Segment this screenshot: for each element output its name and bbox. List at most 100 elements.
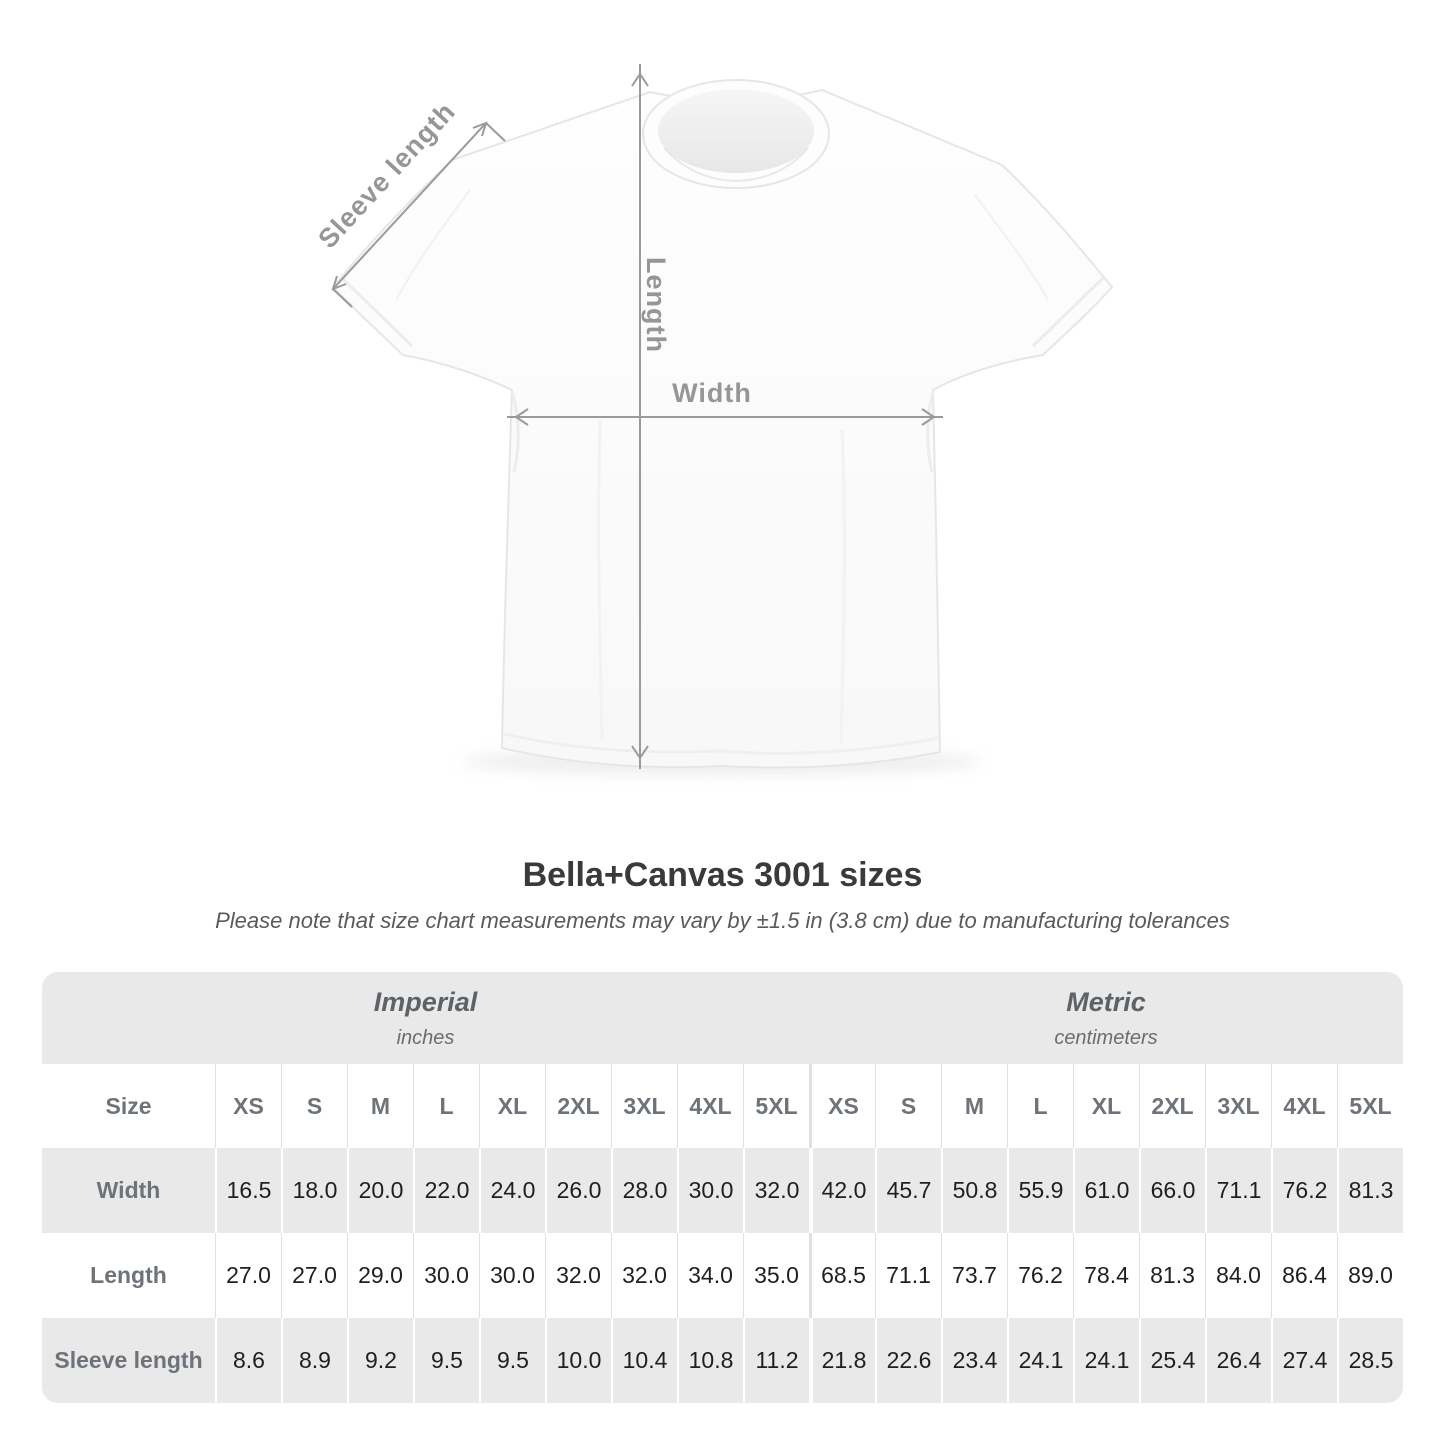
size-header-cell: M xyxy=(941,1064,1007,1148)
table-cell: 22.0 xyxy=(413,1148,479,1233)
tshirt-seams xyxy=(340,189,1105,755)
size-header-cell: 3XL xyxy=(611,1064,677,1148)
table-cell: 27.0 xyxy=(215,1233,281,1318)
table-cell: 25.4 xyxy=(1139,1318,1205,1403)
size-header-cell: M xyxy=(347,1064,413,1148)
size-header-cell: 4XL xyxy=(677,1064,743,1148)
table-cell: 28.5 xyxy=(1337,1318,1403,1403)
size-chart-table: Imperial inches Metric centimeters Size … xyxy=(42,972,1403,1403)
table-cell: 32.0 xyxy=(545,1233,611,1318)
metric-label: Metric xyxy=(1066,986,1146,1017)
table-cell: 28.0 xyxy=(611,1148,677,1233)
table-cell: 89.0 xyxy=(1337,1233,1403,1318)
size-header-cell: 2XL xyxy=(1139,1064,1205,1148)
size-column-header: Size xyxy=(42,1064,215,1148)
table-cell: 24.1 xyxy=(1007,1318,1073,1403)
table-row-sleeve-length: Sleeve length 8.6 8.9 9.2 9.5 9.5 10.0 1… xyxy=(42,1318,1403,1403)
table-cell: 76.2 xyxy=(1007,1233,1073,1318)
table-cell: 84.0 xyxy=(1205,1233,1271,1318)
table-cell: 9.5 xyxy=(479,1318,545,1403)
table-cell: 20.0 xyxy=(347,1148,413,1233)
table-cell: 50.8 xyxy=(941,1148,1007,1233)
tshirt-body xyxy=(332,89,1113,769)
page-title: Bella+Canvas 3001 sizes xyxy=(522,856,923,894)
table-cell: 9.5 xyxy=(413,1318,479,1403)
table-cell: 32.0 xyxy=(611,1233,677,1318)
imperial-unit-label: inches xyxy=(396,1026,455,1049)
size-header-cell: 5XL xyxy=(743,1064,809,1148)
table-cell: 30.0 xyxy=(479,1233,545,1318)
table-cell: 24.0 xyxy=(479,1148,545,1233)
table-cell: 10.4 xyxy=(611,1318,677,1403)
table-cell: 66.0 xyxy=(1139,1148,1205,1233)
row-label: Length xyxy=(42,1233,215,1318)
table-cell: 24.1 xyxy=(1073,1318,1139,1403)
imperial-label: Imperial xyxy=(373,986,478,1017)
table-cell: 61.0 xyxy=(1073,1148,1139,1233)
width-arrow xyxy=(507,408,943,426)
table-cell: 32.0 xyxy=(743,1148,809,1233)
table-cell: 8.6 xyxy=(215,1318,281,1403)
size-header-cell: S xyxy=(875,1064,941,1148)
size-header-cell: 2XL xyxy=(545,1064,611,1148)
tshirt-illustration: Width Length Sleeve length xyxy=(312,64,1113,775)
table-cell: 34.0 xyxy=(677,1233,743,1318)
size-header-cell: S xyxy=(281,1064,347,1148)
table-row-width: Width 16.5 18.0 20.0 22.0 24.0 26.0 28.0… xyxy=(42,1148,1403,1233)
row-label: Sleeve length xyxy=(42,1318,215,1403)
table-cell: 42.0 xyxy=(809,1148,875,1233)
table-cell: 76.2 xyxy=(1271,1148,1337,1233)
table-cell: 18.0 xyxy=(281,1148,347,1233)
tolerance-note: Please note that size chart measurements… xyxy=(215,908,1230,933)
table-cell: 8.9 xyxy=(281,1318,347,1403)
width-label: Width xyxy=(672,378,752,408)
table-cell: 81.3 xyxy=(1139,1233,1205,1318)
table-cell: 86.4 xyxy=(1271,1233,1337,1318)
size-header-row: Size XS S M L XL 2XL 3XL 4XL 5XL XS S M … xyxy=(42,1064,1403,1148)
length-label: Length xyxy=(641,257,671,353)
table-cell: 11.2 xyxy=(743,1318,809,1403)
table-cell: 81.3 xyxy=(1337,1148,1403,1233)
size-header-cell: XL xyxy=(1073,1064,1139,1148)
tshirt-collar xyxy=(642,79,830,189)
table-cell: 10.8 xyxy=(677,1318,743,1403)
size-header-cell: XS xyxy=(215,1064,281,1148)
table-cell: 26.4 xyxy=(1205,1318,1271,1403)
table-cell: 55.9 xyxy=(1007,1148,1073,1233)
table-cell: 71.1 xyxy=(1205,1148,1271,1233)
table-cell: 27.4 xyxy=(1271,1318,1337,1403)
size-header-cell: L xyxy=(1007,1064,1073,1148)
size-header-cell: 5XL xyxy=(1337,1064,1403,1148)
table-cell: 71.1 xyxy=(875,1233,941,1318)
size-header-cell: 3XL xyxy=(1205,1064,1271,1148)
row-label: Width xyxy=(42,1148,215,1233)
table-cell: 29.0 xyxy=(347,1233,413,1318)
size-header-cell: 4XL xyxy=(1271,1064,1337,1148)
metric-group-header: Metric centimeters xyxy=(809,972,1403,1064)
table-cell: 45.7 xyxy=(875,1148,941,1233)
size-header-cell: L xyxy=(413,1064,479,1148)
table-cell: 26.0 xyxy=(545,1148,611,1233)
table-cell: 23.4 xyxy=(941,1318,1007,1403)
unit-group-row: Imperial inches Metric centimeters xyxy=(42,972,1403,1064)
size-header-cell: XS xyxy=(809,1064,875,1148)
table-cell: 9.2 xyxy=(347,1318,413,1403)
size-diagram: Width Length Sleeve length xyxy=(312,64,1113,775)
table-cell: 73.7 xyxy=(941,1233,1007,1318)
metric-unit-label: centimeters xyxy=(1054,1026,1158,1049)
table-cell: 16.5 xyxy=(215,1148,281,1233)
table-cell: 21.8 xyxy=(809,1318,875,1403)
size-header-cell: XL xyxy=(479,1064,545,1148)
table-cell: 30.0 xyxy=(677,1148,743,1233)
table-cell: 30.0 xyxy=(413,1233,479,1318)
imperial-group-header: Imperial inches xyxy=(42,972,809,1064)
table-cell: 10.0 xyxy=(545,1318,611,1403)
sleeve-length-arrow xyxy=(331,121,506,308)
table-cell: 68.5 xyxy=(809,1233,875,1318)
table-cell: 35.0 xyxy=(743,1233,809,1318)
table-cell: 22.6 xyxy=(875,1318,941,1403)
dimension-arrows xyxy=(331,64,943,769)
table-cell: 27.0 xyxy=(281,1233,347,1318)
table-cell: 78.4 xyxy=(1073,1233,1139,1318)
table-row-length: Length 27.0 27.0 29.0 30.0 30.0 32.0 32.… xyxy=(42,1233,1403,1318)
